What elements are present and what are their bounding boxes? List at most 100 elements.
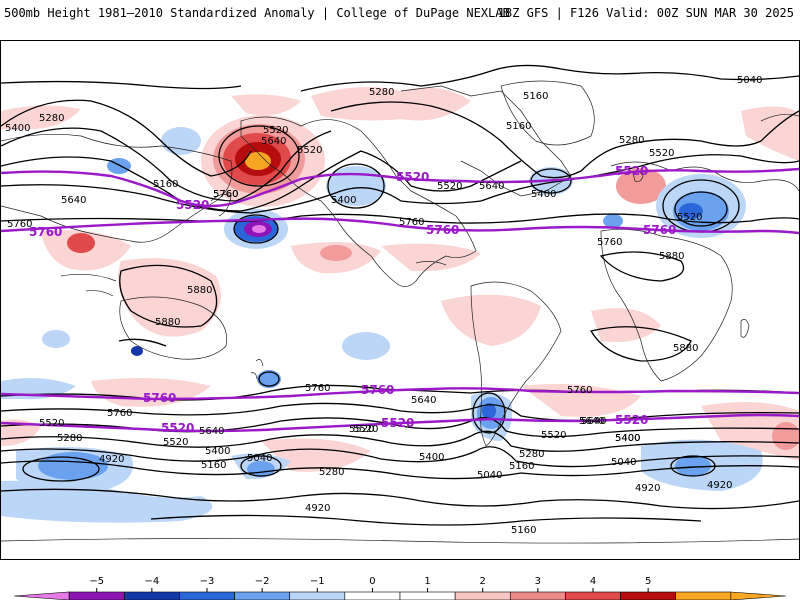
- contour-line: [150, 514, 702, 526]
- contour-label: 5640: [261, 136, 286, 147]
- highlight-label: 5760: [361, 383, 394, 397]
- negative-anomaly-area: [131, 346, 143, 356]
- contour-line: [1, 488, 799, 510]
- indonesia-coast: [60, 274, 117, 297]
- madagascar-coast: [740, 319, 750, 338]
- contour-label: 5280: [619, 135, 644, 146]
- north-america-coast: [240, 116, 477, 287]
- contour-line: [118, 338, 167, 347]
- contour-label: 5520: [349, 424, 374, 435]
- highlight-label: 5760: [643, 223, 676, 237]
- contour-label: 5160: [511, 525, 536, 536]
- contour-line: [1, 127, 332, 202]
- highlight-contour-5760-north: [1, 217, 799, 235]
- negative-anomaly-area: [38, 452, 108, 480]
- positive-anomaly-area: [311, 87, 471, 121]
- contour-label: 5040: [477, 470, 502, 481]
- contour-label: 5520: [163, 437, 188, 448]
- contour-label: 5640: [479, 181, 504, 192]
- closed-contour: [472, 392, 506, 434]
- header: 500mb Height 1981–2010 Standardized Anom…: [0, 0, 800, 26]
- contour-label: 5640: [199, 426, 224, 437]
- negative-anomaly-area: [603, 214, 623, 228]
- closed-contour: [218, 125, 300, 187]
- colorbar-swatch: [234, 591, 291, 601]
- closed-contour: [258, 371, 280, 387]
- positive-anomaly-area: [381, 243, 481, 272]
- closed-contour: [119, 264, 218, 328]
- colorbar-swatch: [565, 591, 621, 601]
- negative-anomaly-area: [342, 332, 390, 360]
- new-zealand-coast: [250, 359, 264, 380]
- contour-label: 5520: [353, 424, 378, 435]
- colorbar-svg: −5 −4 −3 −2 −1 0 1 2 3 4 5: [13, 576, 787, 601]
- contour-label: 5400: [5, 123, 30, 134]
- colorbar-swatch: [399, 591, 456, 601]
- japan-coast: [210, 194, 232, 217]
- contour-label: 5400: [331, 195, 356, 206]
- closed-contour: [233, 214, 279, 244]
- europe-coast: [610, 161, 799, 192]
- highlight-label: 5520: [381, 416, 414, 430]
- positive-anomaly-area: [67, 233, 95, 253]
- contour-label: 5280: [369, 87, 394, 98]
- highlight-contour-5760-south: [1, 387, 799, 401]
- contour-label: 4920: [707, 480, 732, 491]
- positive-anomaly-area: [1, 105, 81, 130]
- colorbar-swatch: [454, 591, 511, 601]
- colorbar-swatch: [509, 591, 566, 601]
- highlight-contour-5520-north: [1, 167, 799, 208]
- contour-label: 5520: [677, 212, 702, 223]
- highlight-label: 5760: [29, 225, 62, 239]
- colorbar-tick-label: 4: [590, 576, 596, 587]
- negative-anomaly-area: [161, 127, 201, 155]
- map-panel: 5040 5280 5160 5160 5400 5280 5520 5640 …: [0, 40, 800, 560]
- contour-line: [1, 460, 799, 480]
- contour-label: 5160: [201, 460, 226, 471]
- contour-label: 5640: [581, 416, 606, 427]
- colorbar-swatch: [730, 591, 787, 601]
- contour-label: 5400: [615, 433, 640, 444]
- contour-label: 5400: [205, 446, 230, 457]
- colorbar-swatch: [13, 591, 70, 601]
- min-anomaly-area: [252, 225, 266, 233]
- contour-label: 5280: [39, 113, 64, 124]
- colorbar-tick-label: −1: [310, 576, 325, 587]
- highlight-contours: [1, 167, 799, 433]
- colorbar-tick-label: 1: [424, 576, 430, 587]
- colorbar: −5 −4 −3 −2 −1 0 1 2 3 4 5: [0, 560, 800, 601]
- negative-anomaly-area: [42, 330, 70, 348]
- south-america-coast: [470, 281, 562, 447]
- contour-label: 5640: [579, 416, 604, 427]
- negative-anomaly-area: [482, 403, 496, 419]
- colorbar-tick-label: −2: [255, 576, 270, 587]
- contour-label: 5520: [437, 181, 462, 192]
- colorbar-swatch: [344, 591, 401, 601]
- contour-label: 5760: [107, 408, 132, 419]
- negative-anomaly-area: [675, 456, 711, 476]
- colorbar-swatch: [620, 591, 677, 601]
- contour-line: [1, 446, 799, 468]
- highlight-label: 5520: [176, 198, 209, 212]
- colorbar-tick-label: 3: [535, 576, 541, 587]
- negative-anomaly-area: [257, 370, 281, 388]
- highlight-label: 5760: [426, 223, 459, 237]
- positive-anomaly-area: [441, 294, 541, 346]
- positive-anomaly-area: [616, 168, 666, 204]
- contour-label: 5280: [319, 467, 344, 478]
- contour-label: 5640: [411, 395, 436, 406]
- contour-label: 5400: [531, 189, 556, 200]
- contour-label: 5400: [419, 452, 444, 463]
- map-title: 500mb Height 1981–2010 Standardized Anom…: [4, 6, 510, 20]
- contour-label: 5760: [399, 217, 424, 228]
- contour-line: [1, 80, 242, 90]
- colorbar-tick-label: −3: [200, 576, 215, 587]
- contour-line: [1, 150, 522, 212]
- contour-label: 5760: [213, 189, 238, 200]
- contour-label: 5520: [649, 148, 674, 159]
- positive-anomaly-area: [320, 245, 352, 261]
- highlight-label: 5760: [143, 391, 176, 405]
- contour-line: [330, 101, 799, 179]
- contour-label: 5160: [506, 121, 531, 132]
- highlight-label: 5520: [161, 421, 194, 435]
